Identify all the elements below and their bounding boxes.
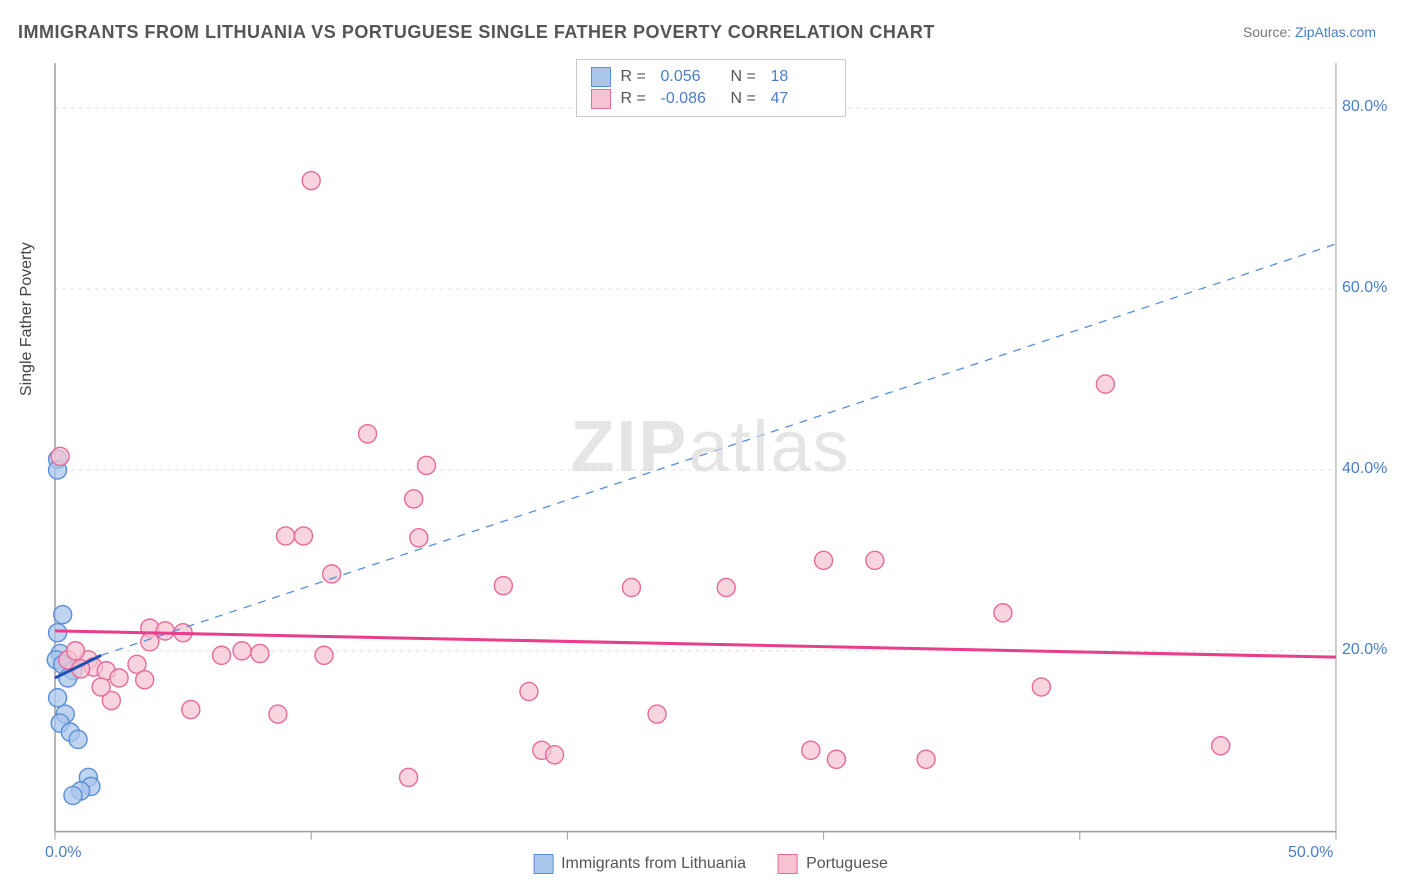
chart-container: Single Father Poverty ZIPatlas R = 0.056… [45, 55, 1376, 872]
legend-item-lithuania: Immigrants from Lithuania [533, 854, 746, 874]
source-attribution: Source: ZipAtlas.com [1243, 24, 1376, 40]
y-tick-label: 60.0% [1342, 279, 1387, 297]
n-label: N = [731, 88, 761, 110]
legend-row-portuguese: R = -0.086 N = 47 [591, 88, 831, 110]
swatch-lithuania [591, 67, 611, 87]
legend-row-lithuania: R = 0.056 N = 18 [591, 66, 831, 88]
source-link[interactable]: ZipAtlas.com [1295, 24, 1376, 40]
n-value-lithuania: 18 [771, 66, 831, 88]
series-legend: Immigrants from Lithuania Portuguese [533, 854, 888, 874]
n-label: N = [731, 66, 761, 88]
swatch-lithuania [533, 854, 553, 874]
r-label: R = [621, 66, 651, 88]
r-label: R = [621, 88, 651, 110]
y-tick-label: 20.0% [1342, 641, 1387, 659]
legend-item-portuguese: Portuguese [778, 854, 888, 874]
x-tick-label: 0.0% [45, 844, 81, 862]
y-axis-label: Single Father Poverty [18, 242, 36, 396]
legend-label-lithuania: Immigrants from Lithuania [561, 855, 746, 873]
y-tick-label: 80.0% [1342, 98, 1387, 116]
n-value-portuguese: 47 [771, 88, 831, 110]
source-prefix: Source: [1243, 24, 1295, 40]
y-tick-label: 40.0% [1342, 460, 1387, 478]
swatch-portuguese [591, 89, 611, 109]
chart-title: IMMIGRANTS FROM LITHUANIA VS PORTUGUESE … [18, 22, 935, 43]
r-value-lithuania: 0.056 [661, 66, 721, 88]
scatter-plot [45, 55, 1376, 872]
swatch-portuguese [778, 854, 798, 874]
x-tick-label: 50.0% [1288, 844, 1333, 862]
correlation-legend: R = 0.056 N = 18 R = -0.086 N = 47 [576, 59, 846, 117]
r-value-portuguese: -0.086 [661, 88, 721, 110]
legend-label-portuguese: Portuguese [806, 855, 888, 873]
